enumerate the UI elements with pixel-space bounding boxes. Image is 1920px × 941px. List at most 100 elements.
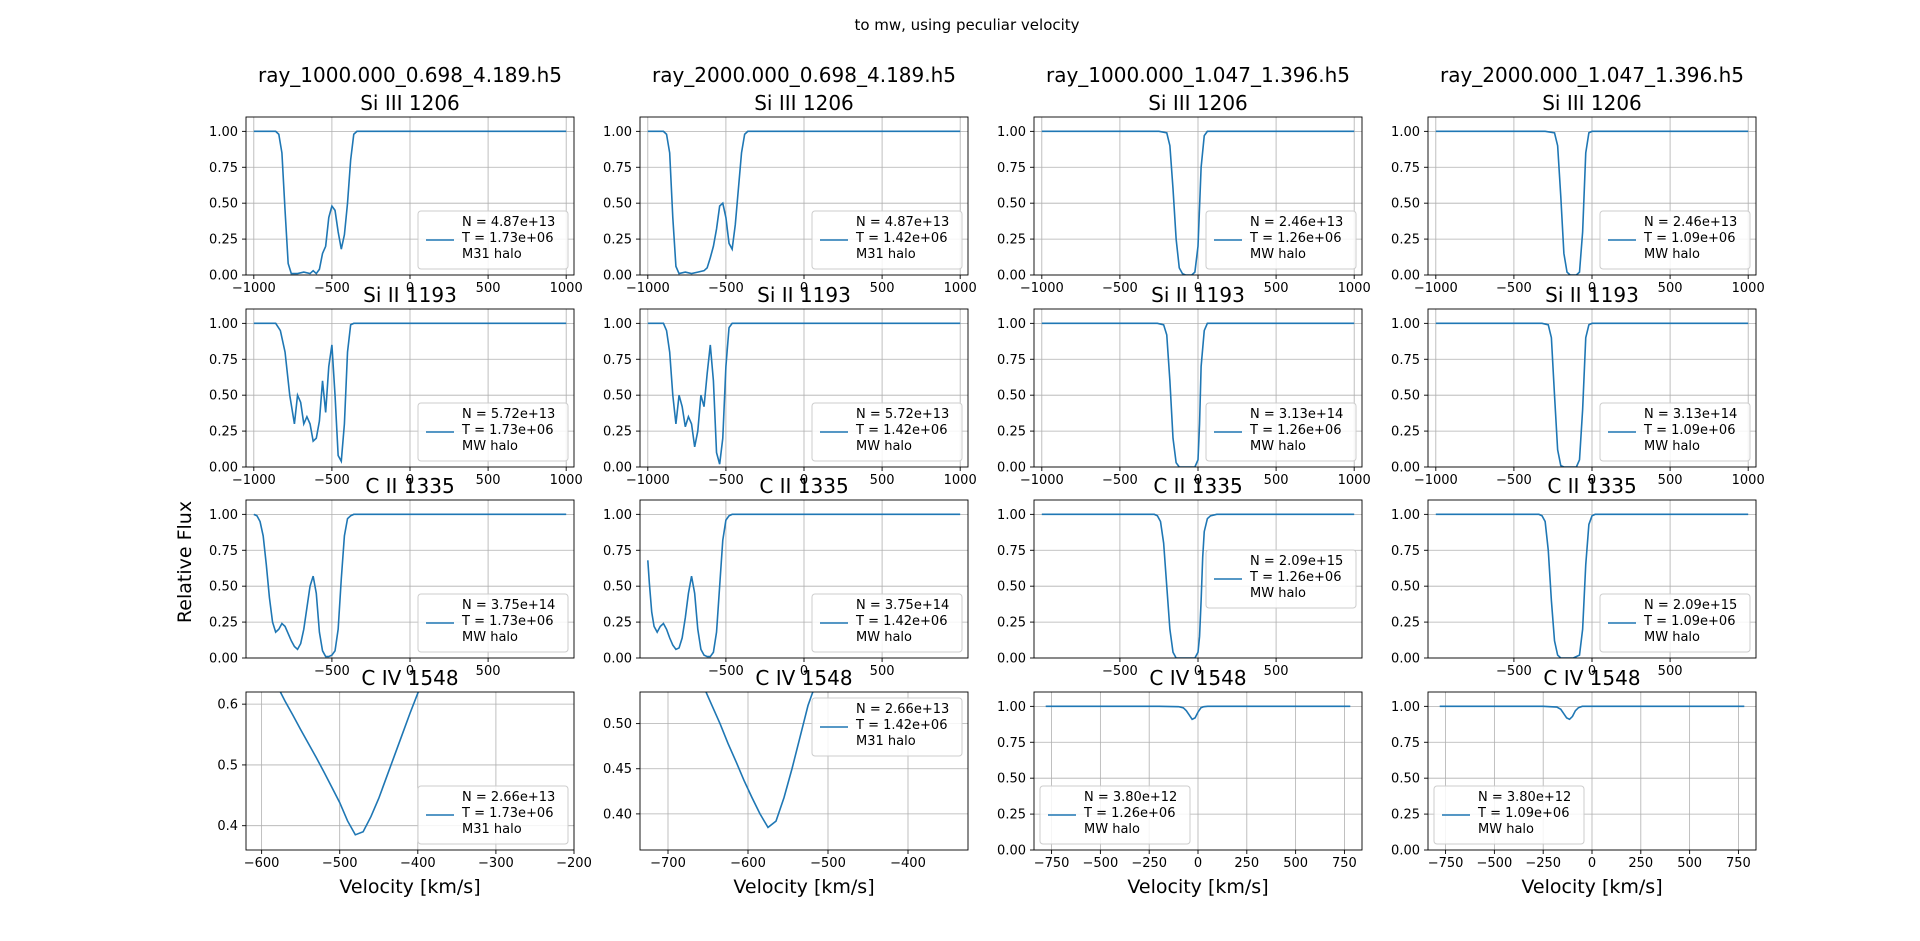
series-line	[253, 513, 567, 658]
legend-entry: MW halo	[856, 630, 912, 645]
x-tick-label: 500	[870, 473, 895, 488]
y-tick-label: 1.00	[603, 317, 632, 332]
panel-3-0: C IV 1548 −600 −500 −400 −300 −200 0.4 0.5 0.6 N …	[217, 666, 592, 871]
y-tick-label: 1.00	[997, 700, 1026, 715]
x-tick-label: 1000	[1338, 281, 1371, 296]
legend-box	[1205, 210, 1357, 270]
x-tick-label: −1000	[626, 473, 670, 488]
panel-1-2: Si II 1193 −1000 −500 0 500 1000 0.00 0.25 0.50 0…	[997, 283, 1371, 488]
x-tick-label: 1000	[944, 281, 977, 296]
legend-entry: M31 halo	[856, 247, 916, 262]
y-tick-label: 0.00	[1391, 269, 1420, 284]
legend-entry: N = 3.13e+14	[1250, 407, 1343, 422]
column-title: ray_2000.000_1.047_1.396.h5	[1440, 63, 1744, 87]
x-tick-label: −600	[730, 856, 766, 871]
panel-0-1: Si III 1206 −1000 −500 0 500 1000 0.00 0.25 0.50…	[603, 91, 977, 296]
y-tick-label: 0.00	[997, 844, 1026, 859]
x-axis-labels: Velocity [km/s] Velocity [km/s] Velocity […	[339, 876, 1662, 898]
x-tick-label: −500	[1496, 473, 1532, 488]
series-line	[705, 692, 814, 829]
legend-box	[1599, 402, 1751, 462]
x-tick-label: −500	[314, 281, 350, 296]
series-line	[1041, 322, 1355, 467]
panel-3-2: C IV 1548 −750 −500 −250 0 250 500 750 0.00 0.25 0…	[997, 666, 1363, 871]
axes-frame	[245, 691, 575, 851]
legend-entry: MW halo	[462, 439, 518, 454]
y-tick-label: 0.25	[603, 233, 632, 248]
series-line	[1435, 513, 1749, 658]
y-tick-label: 0.4	[217, 819, 238, 834]
panel-title: Si II 1193	[757, 283, 851, 307]
legend-box	[1599, 210, 1751, 270]
legend-entry: N = 4.87e+13	[462, 215, 555, 230]
x-tick-label: −500	[1102, 664, 1138, 679]
y-tick-label: 1.00	[209, 508, 238, 523]
y-tick-label: 0.00	[1391, 844, 1420, 859]
x-tick-label: 500	[1677, 856, 1702, 871]
y-tick-label: 0.50	[209, 389, 238, 404]
x-tick-label: −1000	[1414, 281, 1458, 296]
x-tick-label: −1000	[1020, 473, 1064, 488]
x-tick-label: −500	[810, 856, 846, 871]
legend-entry: MW halo	[462, 630, 518, 645]
x-tick-label: 1000	[1338, 473, 1371, 488]
y-axis-label: Relative Flux	[174, 501, 196, 623]
legend-entry: N = 3.80e+12	[1478, 790, 1571, 805]
x-tick-label: 0	[800, 664, 808, 679]
y-tick-label: 0.75	[209, 353, 238, 368]
y-tick-label: 0.00	[1391, 461, 1420, 476]
series-line	[253, 322, 567, 464]
x-tick-label: 250	[1628, 856, 1653, 871]
y-tick-label: 0.75	[1391, 736, 1420, 751]
series-line	[1439, 705, 1745, 721]
x-tick-label: −250	[1131, 856, 1167, 871]
y-tick-label: 0.00	[1391, 652, 1420, 667]
legend-entry: MW halo	[1250, 439, 1306, 454]
series-line	[1435, 130, 1749, 275]
panel-0-0: Si III 1206 −1000 −500 0 500 1000 0.00 0.25 0.50…	[209, 91, 583, 296]
y-tick-label: 0.50	[997, 772, 1026, 787]
y-tick-label: 0.25	[1391, 808, 1420, 823]
x-tick-label: −500	[314, 664, 350, 679]
x-tick-label: 0	[1194, 664, 1202, 679]
x-tick-label: −400	[400, 856, 436, 871]
x-tick-label: −300	[478, 856, 514, 871]
legend-entry: MW halo	[856, 439, 912, 454]
y-tick-label: 0.25	[1391, 233, 1420, 248]
legend-box	[417, 785, 569, 845]
legend-box	[1039, 785, 1191, 845]
series-line	[1045, 705, 1351, 721]
y-tick-label: 0.25	[603, 616, 632, 631]
x-tick-label: −250	[1525, 856, 1561, 871]
x-tick-label: 0	[406, 664, 414, 679]
panel-0-2: Si III 1206 −1000 −500 0 500 1000 0.00 0.25 0.50…	[997, 91, 1371, 296]
legend-entry: T = 1.26e+06	[1083, 806, 1175, 821]
y-tick-label: 0.25	[997, 233, 1026, 248]
y-tick-label: 0.50	[603, 580, 632, 595]
x-tick-label: −500	[1083, 856, 1119, 871]
legend-entry: T = 1.26e+06	[1249, 231, 1341, 246]
y-tick-label: 0.00	[997, 269, 1026, 284]
legend-entry: N = 2.66e+13	[856, 702, 949, 717]
legend-entry: MW halo	[1084, 822, 1140, 837]
y-tick-label: 1.00	[209, 125, 238, 140]
panel-title: C II 1335	[1153, 474, 1242, 498]
legend-entry: MW halo	[1478, 822, 1534, 837]
x-tick-label: 0	[1194, 856, 1202, 871]
y-tick-label: 0.75	[997, 353, 1026, 368]
y-tick-label: 1.00	[209, 317, 238, 332]
legend-entry: MW halo	[1644, 247, 1700, 262]
column-titles: ray_1000.000_0.698_4.189.h5 ray_2000.000_…	[258, 63, 1744, 87]
series-line	[1041, 513, 1355, 658]
y-tick-label: 0.75	[1391, 353, 1420, 368]
x-axis-label: Velocity [km/s]	[733, 876, 874, 898]
legend-entry: T = 1.09e+06	[1643, 231, 1735, 246]
x-tick-label: 500	[1658, 281, 1683, 296]
y-tick-label: 1.00	[997, 125, 1026, 140]
x-axis-label: Velocity [km/s]	[339, 876, 480, 898]
x-tick-label: −500	[1496, 281, 1532, 296]
x-tick-label: 500	[1264, 281, 1289, 296]
x-tick-label: −750	[1428, 856, 1464, 871]
x-tick-label: 500	[1264, 664, 1289, 679]
legend-entry: MW halo	[1250, 586, 1306, 601]
